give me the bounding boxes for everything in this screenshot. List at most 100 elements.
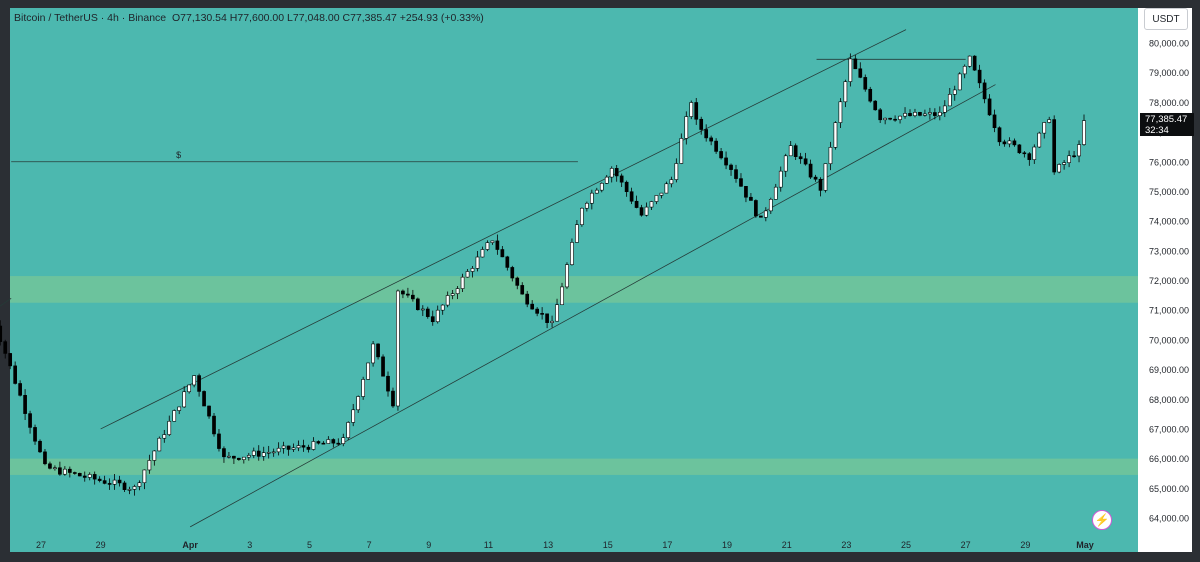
candle-192[interactable] — [942, 105, 947, 113]
candle-97[interactable] — [470, 268, 475, 272]
candle-16[interactable] — [67, 468, 72, 473]
candle-63[interactable] — [301, 445, 306, 448]
candle-83[interactable] — [401, 290, 405, 295]
candle-136[interactable] — [664, 183, 669, 194]
candle-156[interactable] — [763, 210, 768, 218]
candle-193[interactable] — [947, 94, 952, 107]
candle-94[interactable] — [455, 288, 460, 294]
candle-62[interactable] — [296, 445, 301, 449]
candle-13[interactable] — [53, 467, 57, 470]
candle-102[interactable] — [495, 240, 500, 250]
candle-143[interactable] — [699, 118, 704, 130]
candle-108[interactable] — [525, 293, 530, 305]
candle-47[interactable] — [222, 448, 226, 458]
candle-116[interactable] — [565, 264, 569, 288]
candle-50[interactable] — [237, 457, 241, 460]
candle-24[interactable] — [107, 483, 112, 485]
candle-73[interactable] — [351, 409, 356, 423]
candle-187[interactable] — [918, 112, 922, 116]
candle-126[interactable] — [614, 168, 619, 177]
candle-171[interactable] — [838, 101, 843, 123]
candle-110[interactable] — [535, 308, 539, 314]
candle-123[interactable] — [599, 183, 604, 191]
candle-42[interactable] — [197, 375, 201, 392]
candle-181[interactable] — [888, 117, 892, 120]
candle-134[interactable] — [654, 195, 659, 202]
candle-37[interactable] — [172, 410, 177, 422]
candle-89[interactable] — [430, 316, 435, 323]
candle-35[interactable] — [162, 434, 167, 439]
candle-115[interactable] — [560, 286, 564, 305]
candle-200[interactable] — [982, 82, 987, 100]
candle-65[interactable] — [311, 441, 316, 450]
candle-58[interactable] — [276, 447, 281, 453]
candle-28[interactable] — [127, 489, 132, 491]
candle-163[interactable] — [798, 156, 803, 160]
candle-71[interactable] — [341, 437, 346, 444]
candle-175[interactable] — [858, 68, 863, 78]
candle-76[interactable] — [366, 362, 370, 380]
candle-27[interactable] — [122, 482, 127, 490]
candle-38[interactable] — [177, 406, 182, 411]
candle-129[interactable] — [629, 191, 634, 202]
candle-199[interactable] — [977, 69, 982, 84]
candle-68[interactable] — [326, 439, 331, 444]
candle-48[interactable] — [227, 455, 231, 458]
candle-184[interactable] — [903, 113, 907, 117]
candle-125[interactable] — [609, 168, 614, 178]
candle-85[interactable] — [411, 294, 415, 300]
candle-155[interactable] — [759, 215, 763, 218]
candle-70[interactable] — [336, 442, 341, 445]
candle-90[interactable] — [435, 309, 440, 323]
candle-55[interactable] — [261, 452, 266, 457]
candle-3[interactable] — [3, 341, 8, 354]
candle-43[interactable] — [202, 391, 206, 407]
candle-131[interactable] — [639, 207, 644, 216]
candle-34[interactable] — [157, 437, 162, 452]
channel-lower[interactable] — [189, 84, 996, 528]
candle-177[interactable] — [868, 88, 873, 102]
candle-84[interactable] — [406, 293, 410, 296]
candle-91[interactable] — [440, 304, 445, 311]
candle-14[interactable] — [58, 467, 62, 475]
candle-133[interactable] — [649, 201, 654, 208]
candle-99[interactable] — [480, 249, 485, 258]
candle-104[interactable] — [505, 256, 510, 268]
candle-117[interactable] — [570, 242, 574, 265]
candle-161[interactable] — [788, 145, 793, 157]
candle-205[interactable] — [1007, 140, 1012, 145]
candle-124[interactable] — [604, 176, 609, 184]
candle-60[interactable] — [286, 445, 291, 450]
candle-106[interactable] — [515, 277, 520, 286]
candle-114[interactable] — [555, 304, 559, 322]
candle-49[interactable] — [232, 455, 236, 459]
candle-112[interactable] — [545, 313, 549, 323]
candle-190[interactable] — [933, 112, 937, 116]
candle-151[interactable] — [739, 178, 743, 187]
candle-22[interactable] — [97, 478, 102, 481]
candle-130[interactable] — [634, 200, 639, 208]
candle-4[interactable] — [8, 353, 13, 367]
candle-166[interactable] — [813, 176, 818, 180]
candle-40[interactable] — [187, 384, 191, 393]
candle-122[interactable] — [594, 189, 599, 194]
candle-64[interactable] — [306, 446, 311, 450]
candle-36[interactable] — [167, 420, 172, 435]
candle-77[interactable] — [371, 343, 375, 364]
candle-92[interactable] — [445, 295, 450, 306]
candle-201[interactable] — [987, 98, 992, 116]
candle-19[interactable] — [82, 475, 87, 478]
candle-152[interactable] — [744, 185, 748, 198]
candle-160[interactable] — [783, 155, 788, 172]
candle-56[interactable] — [266, 451, 271, 454]
candle-202[interactable] — [992, 114, 997, 129]
candle-80[interactable] — [386, 375, 390, 392]
candle-57[interactable] — [271, 451, 276, 454]
candle-185[interactable] — [908, 113, 912, 117]
candle-59[interactable] — [281, 445, 286, 449]
candle-107[interactable] — [520, 285, 525, 295]
candle-8[interactable] — [28, 413, 32, 428]
candle-154[interactable] — [754, 200, 758, 217]
candle-149[interactable] — [729, 164, 733, 170]
candle-29[interactable] — [132, 486, 137, 490]
